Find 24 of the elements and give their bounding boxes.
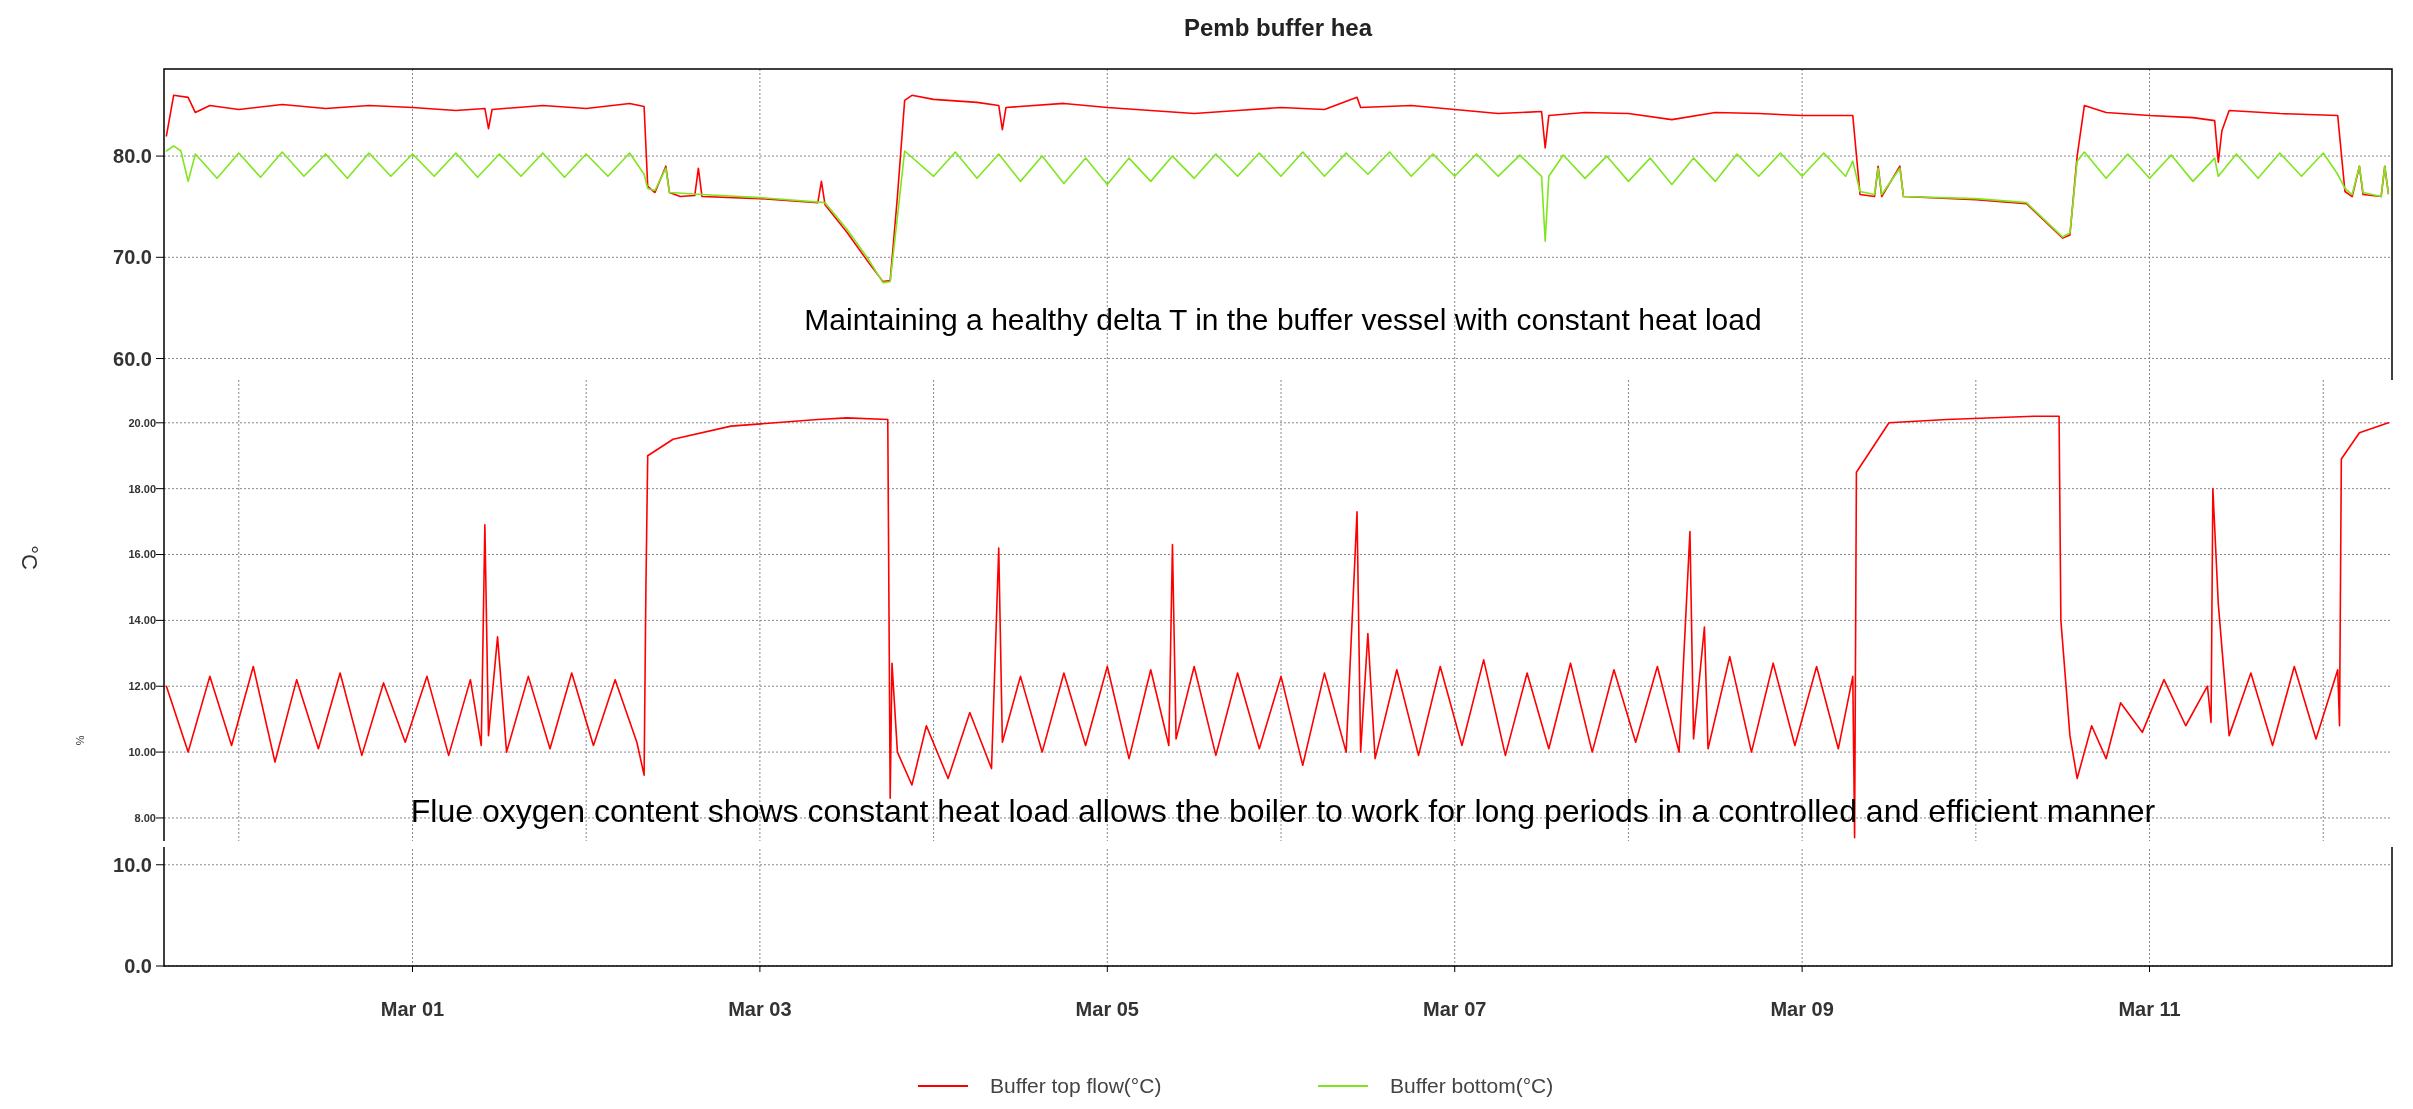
y-tick-label: 70.0: [113, 246, 152, 269]
y-tick-label: 10.0: [113, 853, 152, 876]
x-tick-label: Mar 07: [1423, 998, 1487, 1020]
y-tick-label: 10.00: [128, 745, 156, 758]
y-tick-label: 20.00: [128, 416, 156, 429]
chart-title: Pemb buffer hea: [1183, 14, 1373, 41]
legend-label: Buffer top flow(°C): [990, 1074, 1162, 1098]
x-tick-label: Mar 03: [728, 998, 792, 1020]
legend-label: Buffer bottom(°C): [1390, 1074, 1554, 1098]
y-tick-label: 8.00: [134, 811, 156, 824]
x-tick-label: Mar 05: [1075, 998, 1139, 1020]
y-tick-label: 12.00: [128, 680, 156, 693]
y-tick-label: 14.00: [128, 614, 156, 627]
x-tick-label: Mar 09: [1770, 998, 1834, 1020]
y-tick-label: 0.0: [124, 955, 152, 977]
x-tick-label: Mar 01: [380, 998, 445, 1020]
annotation: Maintaining a healthy delta T in the buffer vessel with constant heat load: [804, 303, 1762, 336]
y-axis-title: %: [74, 735, 86, 746]
y-axis-title: °C: [17, 545, 42, 570]
x-tick-label: Mar 11: [2118, 998, 2181, 1020]
y-tick-label: 16.00: [128, 548, 156, 561]
y-tick-label: 18.00: [128, 482, 156, 495]
y-tick-label: 60.0: [113, 347, 152, 370]
y-tick-label: 80.0: [113, 145, 152, 168]
